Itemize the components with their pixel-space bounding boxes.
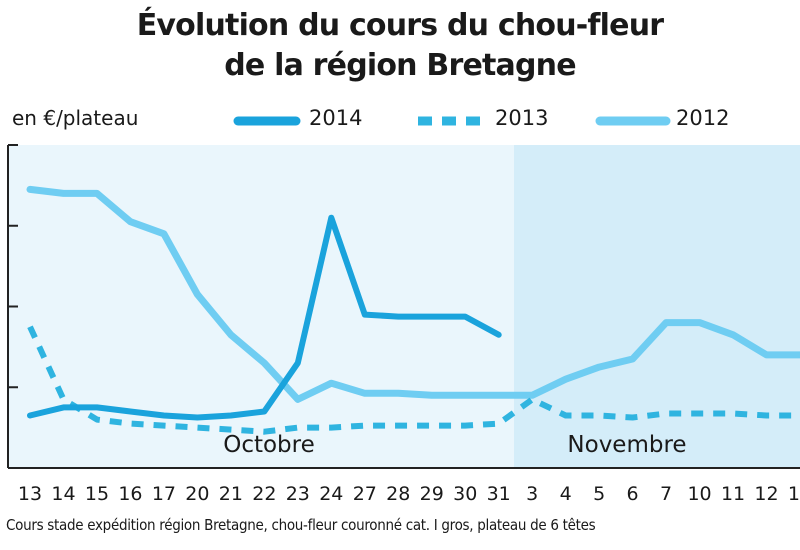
x-tick-label: 22 [252,483,276,505]
x-tick-label: 10 [687,483,711,505]
title-line-2: de la région Bretagne [224,48,576,83]
x-tick-label: 28 [386,483,410,505]
chart-background [8,145,800,468]
title-line-1: Évolution du cours du chou-fleur [136,8,664,43]
x-tick-label: 15 [85,483,109,505]
x-tick-label: 20 [185,483,209,505]
november-background [514,145,800,468]
x-tick-label: 21 [219,483,243,505]
x-tick-label: 23 [286,483,310,505]
source-footnote: Cours stade expédition région Bretagne, … [6,516,596,534]
x-tick-label: 27 [353,483,377,505]
x-tick-label: 11 [721,483,745,505]
x-tick-label: 6 [627,483,639,505]
legend-label-2013: 2013 [495,106,549,130]
month-label-novembre: Novembre [567,432,686,458]
x-tick-label: 12 [754,483,778,505]
x-tick-labels: 13 14 15 16 17 20 21 22 23 24 27 28 29 30 31 3 4 5 6 7 10 11 1… [18,483,800,505]
x-tick-label: 17 [152,483,176,505]
x-tick-label: 13 [18,483,42,505]
x-tick-label: 30 [453,483,477,505]
legend-label-2012: 2012 [676,106,730,130]
x-tick-label: 7 [660,483,672,505]
x-tick-label: 5 [593,483,605,505]
y-unit-label: en €/plateau [12,106,139,130]
chart-title: Évolution du cours du chou-fleur de la r… [0,6,800,86]
legend-label-2014: 2014 [309,106,363,130]
series-line-2014 [27,214,502,421]
chart-axes [7,144,800,469]
month-label-octobre: Octobre [223,432,315,458]
x-tick-label: 14 [51,483,75,505]
x-tick-label: 29 [420,483,444,505]
x-tick-label: 13 [788,483,800,505]
series-line-2012 [26,185,800,403]
x-tick-label: 4 [560,483,572,505]
chart-series [26,185,800,435]
series-line-2013 [27,325,800,435]
x-tick-label: 24 [319,483,343,505]
month-labels: Octobre Novembre [223,432,686,458]
x-tick-label: 3 [526,483,538,505]
x-tick-label: 16 [118,483,142,505]
x-tick-label: 31 [487,483,511,505]
